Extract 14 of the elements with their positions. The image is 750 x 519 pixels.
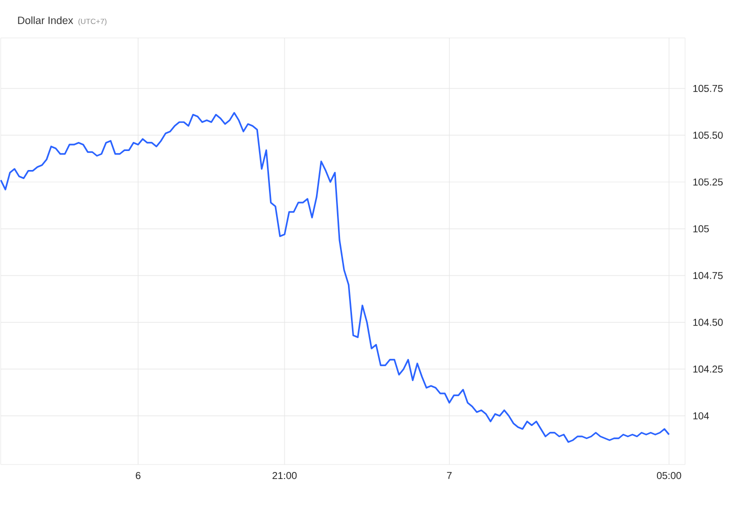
x-tick-label: 21:00 (272, 472, 297, 479)
y-tick-label: 104.25 (693, 365, 723, 372)
y-tick-label: 104.75 (693, 272, 723, 279)
y-tick-label: 104.50 (693, 318, 723, 326)
y-tick-label: 105.75 (693, 84, 723, 92)
x-tick-label: 05:00 (656, 472, 682, 479)
x-tick-label: 6 (136, 472, 140, 479)
y-tick-label: 105.25 (693, 178, 723, 186)
line-series (0, 112, 670, 443)
chart-title: Dollar Index (18, 16, 74, 24)
y-tick-label: 105 (693, 225, 709, 232)
y-tick-label: 105.50 (693, 131, 723, 139)
x-tick-label: 7 (447, 472, 452, 479)
y-tick-label: 104 (693, 412, 709, 420)
